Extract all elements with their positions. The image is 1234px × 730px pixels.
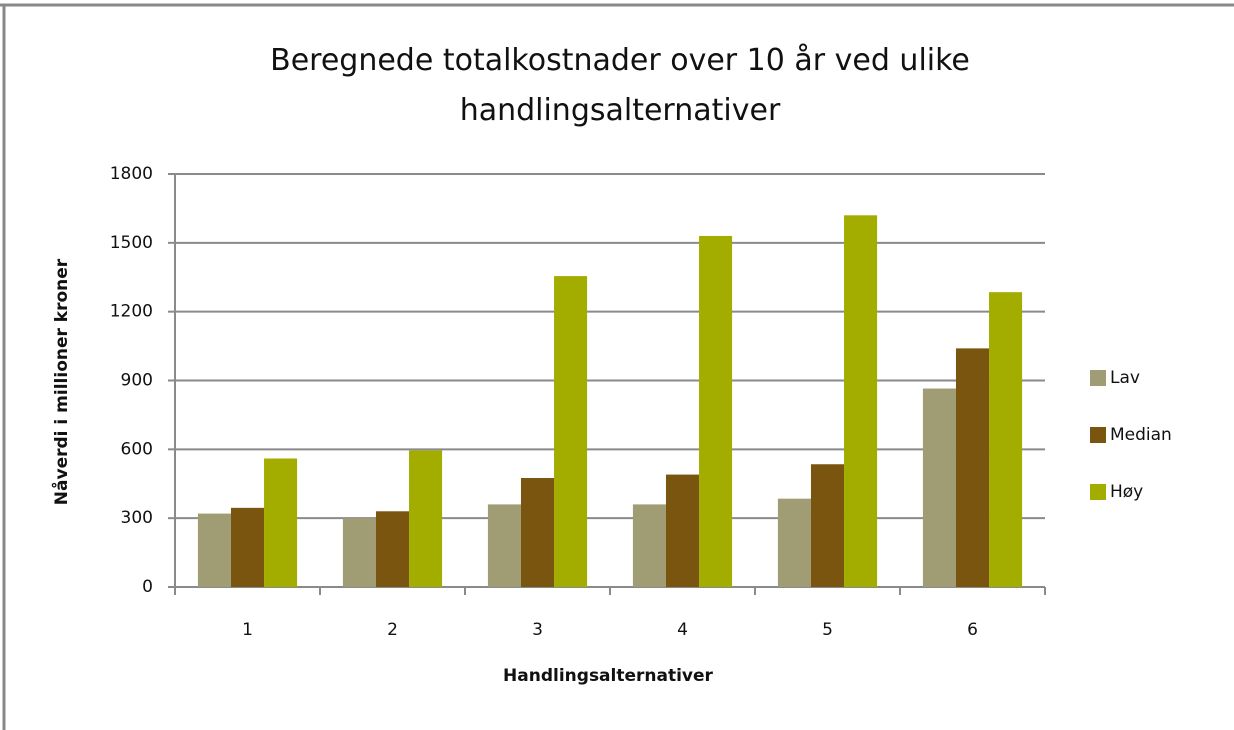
bar (922, 388, 956, 587)
bar (375, 511, 410, 587)
bar (955, 348, 990, 587)
x-tick-label: 1 (242, 620, 253, 640)
bar (632, 504, 666, 587)
legend-label: Lav (1110, 368, 1140, 388)
bar (699, 235, 733, 587)
legend-swatch (1090, 370, 1106, 386)
bar (342, 518, 376, 587)
x-axis-label: Handlingsalternativer (503, 666, 713, 686)
x-tick-label: 4 (677, 620, 688, 640)
bar (554, 276, 588, 587)
bar (777, 498, 811, 587)
bar (197, 513, 231, 587)
y-tick-label: 300 (121, 508, 153, 528)
bar (520, 478, 555, 587)
y-tick-label: 600 (121, 439, 153, 459)
legend-label: Høy (1110, 482, 1143, 502)
x-tick-label: 5 (822, 620, 833, 640)
legend-swatch (1090, 427, 1106, 443)
legend-label: Median (1110, 425, 1172, 445)
bar (264, 458, 298, 587)
y-tick-label: 1200 (110, 302, 153, 322)
y-axis-label: Nåverdi i millioner kroner (50, 258, 72, 505)
bar (230, 507, 265, 587)
y-tick-label: 1500 (110, 233, 153, 253)
bar (810, 464, 845, 587)
y-tick-label: 1800 (110, 164, 153, 184)
y-tick-label: 900 (121, 371, 153, 391)
x-tick-label: 6 (967, 620, 978, 640)
x-tick-label: 2 (387, 620, 398, 640)
legend-swatch (1090, 484, 1106, 500)
chart-title: Beregnede totalkostnader over 10 år ved … (270, 43, 970, 128)
bar (844, 215, 878, 588)
bar (409, 450, 443, 587)
y-tick-label: 0 (142, 577, 153, 597)
bar (665, 474, 700, 587)
bar (487, 504, 521, 587)
bar (989, 292, 1023, 587)
x-tick-label: 3 (532, 620, 543, 640)
